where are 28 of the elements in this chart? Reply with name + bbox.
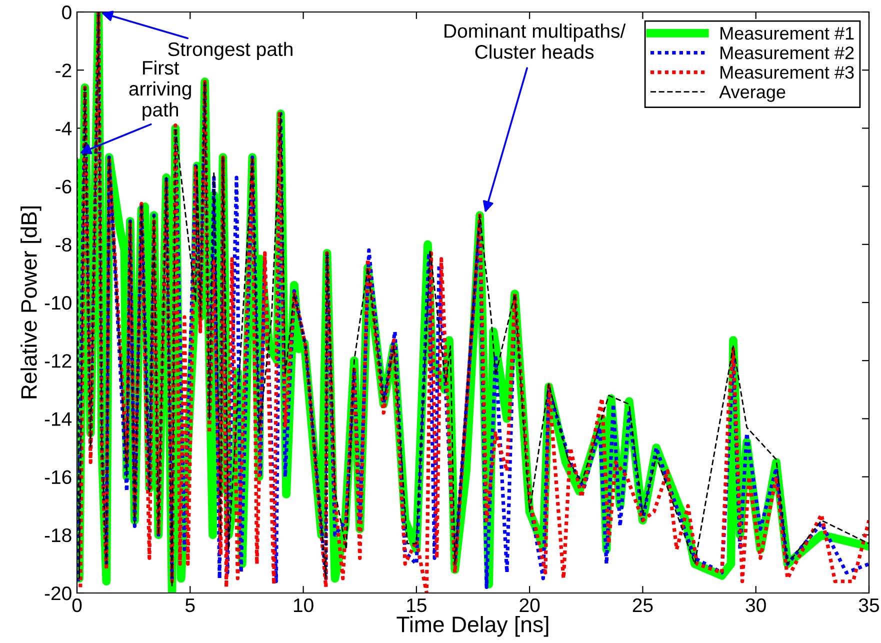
x-tick-label: 0 (72, 598, 82, 612)
x-axis-title: Time Delay [ns] (396, 616, 548, 637)
y-tick-label: -6 (56, 180, 72, 194)
y-tick-label: -14 (44, 412, 72, 426)
x-tick-label: 35 (858, 598, 879, 612)
y-tick-label: -10 (44, 296, 72, 310)
x-tick-label: 20 (520, 598, 540, 612)
legend-label: Measurement #2 (720, 46, 854, 60)
y-axis-title: Relative Power [dB] (20, 206, 42, 398)
y-tick-label: -2 (56, 64, 72, 78)
y-tick-label: -4 (56, 122, 72, 136)
x-tick-label: 15 (407, 598, 426, 612)
y-tick-label: -18 (44, 528, 72, 542)
y-tick-label: -16 (44, 470, 72, 484)
annotation: Strongest path (168, 42, 292, 60)
annotation: First arriving path (129, 60, 191, 120)
x-tick-label: 25 (632, 598, 653, 612)
annotation: Dominant multipaths/ Cluster heads (444, 24, 626, 59)
x-tick-label: 10 (294, 598, 314, 612)
y-tick-label: -20 (44, 586, 72, 600)
legend-label: Measurement #1 (720, 27, 854, 40)
legend-label: Measurement #3 (720, 66, 854, 79)
x-tick-label: 5 (186, 598, 195, 612)
y-tick-label: 0 (62, 5, 72, 20)
x-tick-label: 30 (746, 598, 766, 612)
y-tick-label: -8 (56, 238, 72, 252)
y-tick-label: -12 (44, 354, 72, 368)
legend-label: Average (719, 86, 786, 102)
